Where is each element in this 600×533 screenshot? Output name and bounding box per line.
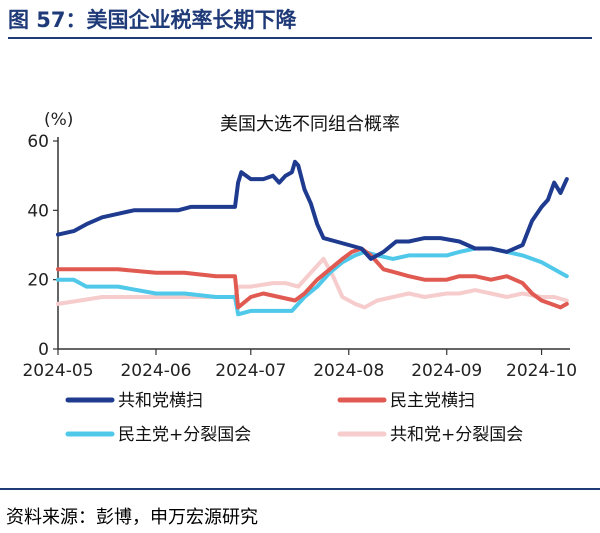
y-tick-label: 40 <box>27 201 49 221</box>
chart-title: 美国大选不同组合概率 <box>220 114 400 135</box>
y-axis-unit-label: (%) <box>44 110 73 130</box>
legend-label-4: 共和党+分裂国会 <box>390 425 523 445</box>
legend-label-2: 民主党横扫 <box>390 391 475 411</box>
y-tick-label: 20 <box>27 271 49 291</box>
y-tick-label: 0 <box>38 340 49 360</box>
source-note: 资料来源：彭博，申万宏源研究 <box>6 507 258 528</box>
series-line-2 <box>56 246 569 310</box>
x-tick-label: 2024-06 <box>120 361 191 381</box>
chart-axes: 0 20 40 60 2024-05 2024-06 2024-07 2024-08 2024-… <box>22 132 577 381</box>
x-tick-label: 2024-07 <box>215 361 286 381</box>
x-tick-label: 2024-09 <box>411 361 482 381</box>
legend-label-3: 民主党+分裂国会 <box>118 425 251 445</box>
figure-title: 图 57：美国企业税率长期下降 <box>8 8 297 32</box>
y-tick-label: 60 <box>27 132 49 152</box>
legend-label-1: 共和党横扫 <box>118 391 203 411</box>
title-rule <box>8 37 592 39</box>
x-tick-label: 2024-08 <box>313 361 384 381</box>
footer-rule <box>0 488 600 490</box>
x-tick-label: 2024-05 <box>22 361 93 381</box>
series-lines <box>56 159 569 317</box>
series-line-1 <box>56 159 569 261</box>
x-tick-label: 2024-10 <box>506 361 577 381</box>
